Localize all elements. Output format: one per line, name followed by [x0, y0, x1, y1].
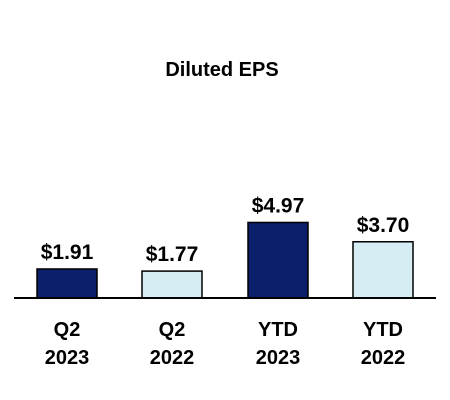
x-tick-labels-group: Q2 2023 Q2 2022 YTD 2023 YTD 2022 — [45, 319, 406, 369]
x-tick-label-3-1: 2022 — [361, 347, 406, 369]
x-tick-label-1-1: 2022 — [150, 347, 195, 369]
chart-title: Diluted EPS — [165, 59, 278, 81]
bar-0 — [36, 268, 98, 299]
data-label-2: $4.97 — [252, 194, 305, 217]
x-tick-label-1-0: Q2 — [159, 319, 186, 341]
bar-3 — [352, 241, 414, 299]
bar-1 — [141, 270, 203, 299]
data-label-1: $1.77 — [146, 243, 199, 266]
bar-2 — [247, 221, 309, 299]
data-labels-group: $1.91 $1.77 $4.97 $3.70 — [41, 194, 410, 266]
x-tick-label-2-0: YTD — [258, 319, 298, 341]
data-label-3: $3.70 — [357, 214, 410, 237]
data-label-0: $1.91 — [41, 241, 94, 264]
bars-group — [36, 221, 414, 299]
x-tick-label-0-0: Q2 — [54, 319, 81, 341]
x-tick-label-2-1: 2023 — [256, 347, 301, 369]
x-tick-label-3-0: YTD — [363, 319, 403, 341]
x-tick-label-0-1: 2023 — [45, 347, 90, 369]
